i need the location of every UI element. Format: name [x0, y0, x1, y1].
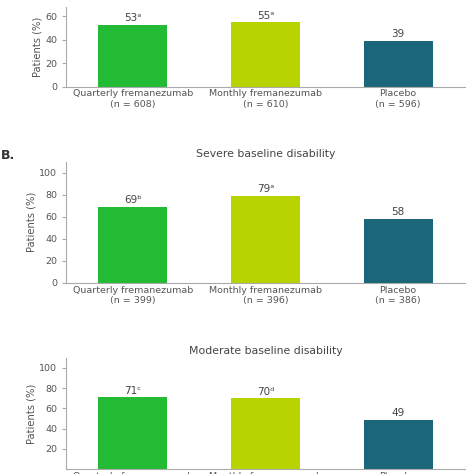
Bar: [98, 207, 167, 283]
Y-axis label: Patients (%): Patients (%): [27, 192, 36, 252]
Bar: [364, 41, 433, 87]
Text: 71ᶜ: 71ᶜ: [124, 386, 141, 396]
Text: 49: 49: [392, 408, 405, 418]
Bar: [98, 25, 167, 87]
Text: 55ᵃ: 55ᵃ: [257, 10, 274, 20]
Bar: [231, 398, 300, 469]
Bar: [231, 196, 300, 283]
Bar: [364, 419, 433, 469]
Text: 53ᵃ: 53ᵃ: [124, 13, 141, 23]
Text: 79ᵃ: 79ᵃ: [257, 184, 274, 194]
Title: Moderate baseline disability: Moderate baseline disability: [189, 346, 342, 356]
Title: Severe baseline disability: Severe baseline disability: [196, 149, 335, 159]
Text: 69ᵇ: 69ᵇ: [124, 195, 142, 205]
Text: B.: B.: [0, 149, 15, 163]
Bar: [364, 219, 433, 283]
Bar: [231, 22, 300, 87]
Text: 58: 58: [392, 207, 405, 217]
Text: 39: 39: [392, 29, 405, 39]
Text: 70ᵈ: 70ᵈ: [257, 387, 274, 397]
Bar: [98, 397, 167, 469]
Y-axis label: Patients (%): Patients (%): [33, 17, 43, 77]
Y-axis label: Patients (%): Patients (%): [27, 383, 36, 444]
